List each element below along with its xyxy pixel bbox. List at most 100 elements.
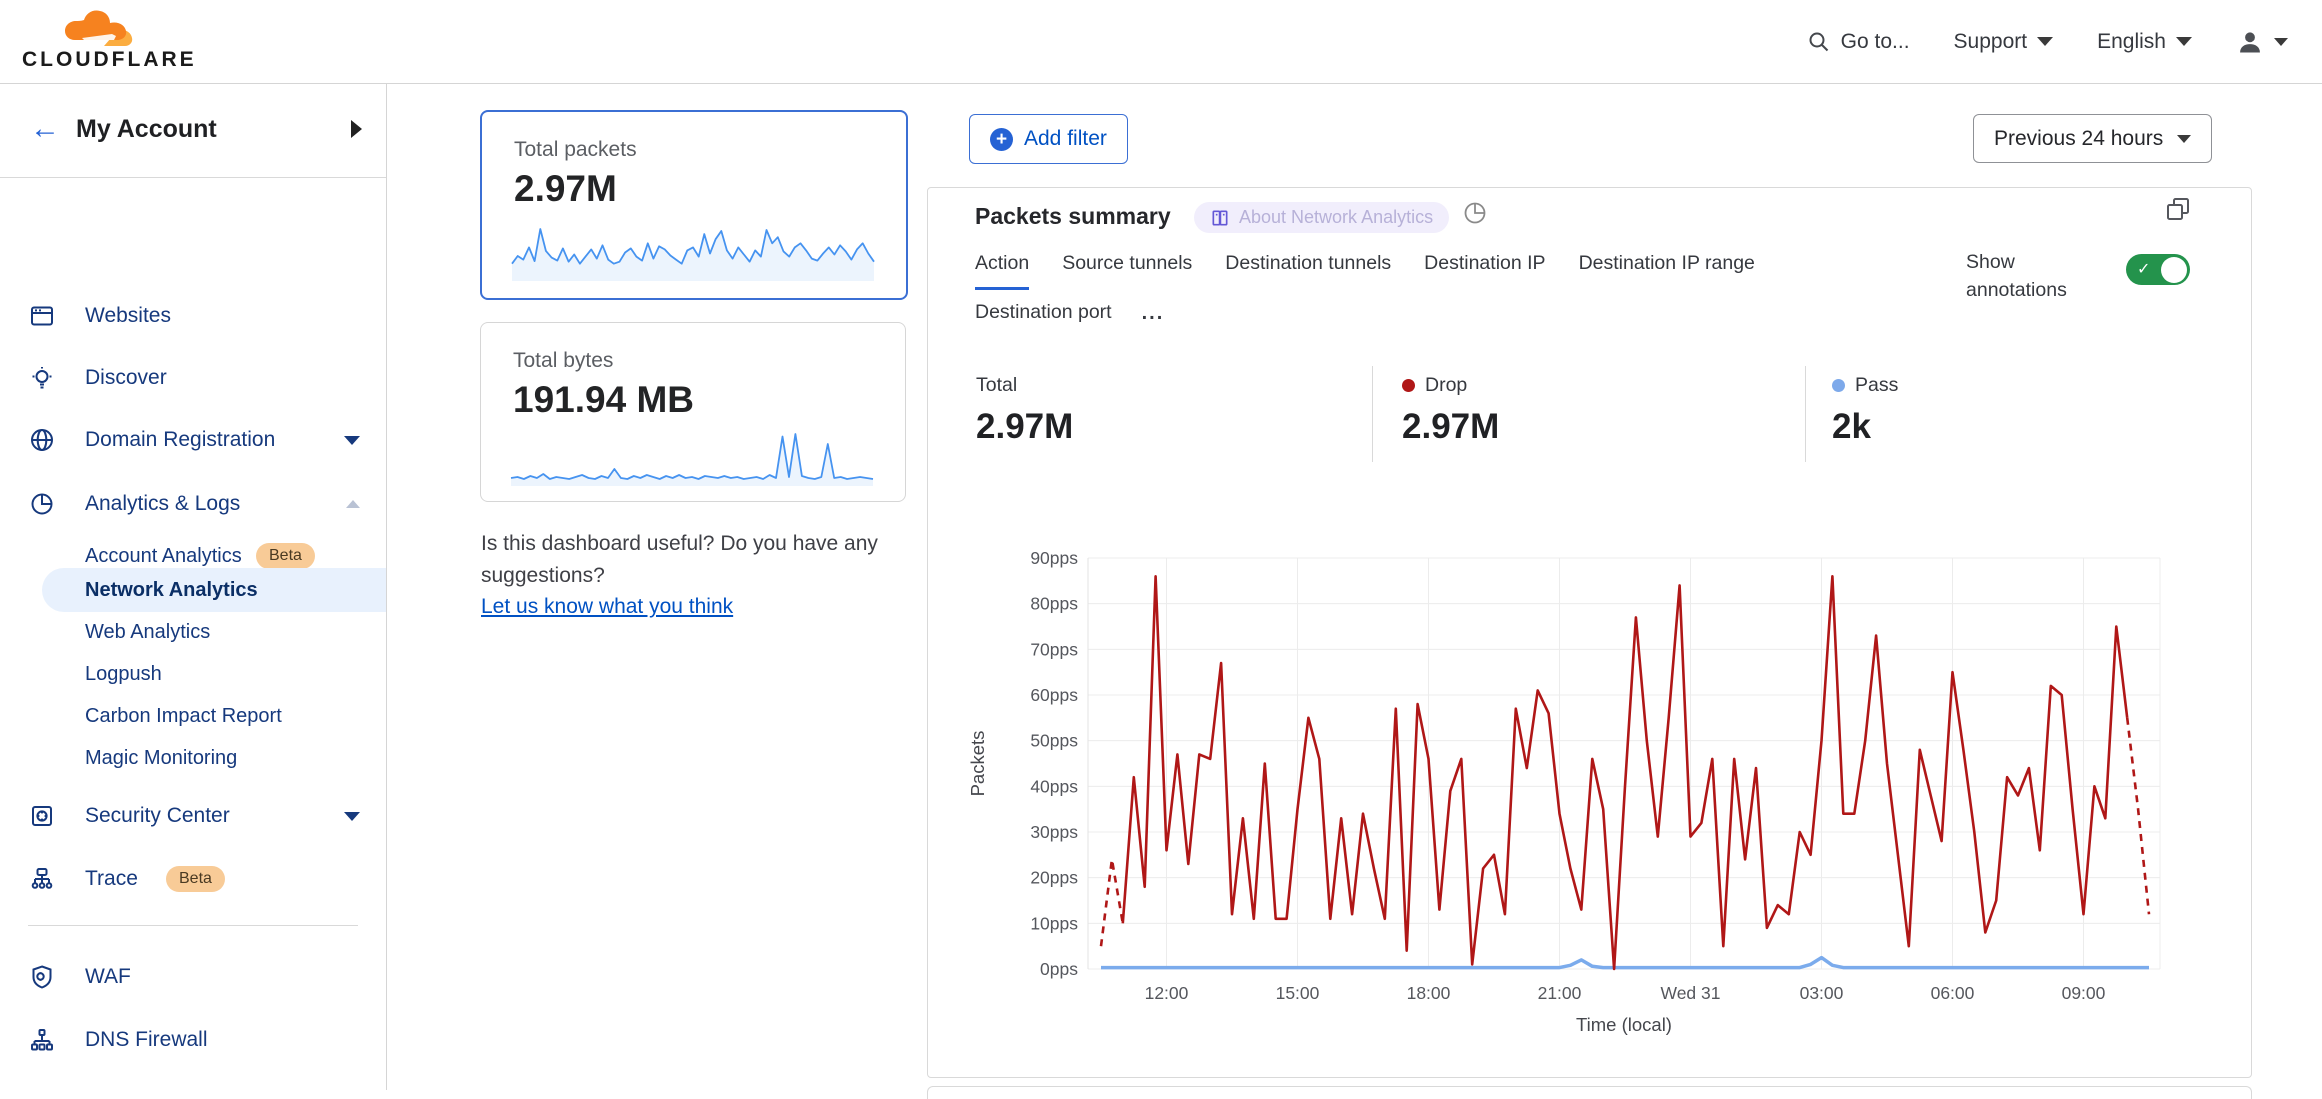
analytics-pie-icon[interactable] [1462, 200, 1488, 226]
beta-badge: Beta [166, 866, 225, 892]
total-packets-sparkline [511, 228, 875, 281]
svg-text:12:00: 12:00 [1145, 983, 1189, 1003]
expand-panel-icon[interactable] [2165, 196, 2191, 222]
sidebar-item-security-center[interactable]: Security Center [0, 793, 386, 839]
feedback-text: Is this dashboard useful? Do you have an… [481, 532, 878, 587]
svg-text:60pps: 60pps [1030, 685, 1078, 705]
goto-label: Go to... [1840, 29, 1910, 53]
about-network-analytics-pill[interactable]: About Network Analytics [1194, 202, 1450, 233]
tab-destination-ip-range[interactable]: Destination IP range [1578, 252, 1755, 274]
sidebar-item-carbon-impact-report[interactable]: Carbon Impact Report [85, 704, 282, 727]
svg-text:10pps: 10pps [1030, 913, 1078, 933]
svg-text:06:00: 06:00 [1931, 983, 1975, 1003]
security-center-icon [32, 806, 52, 826]
plus-icon: + [990, 127, 1013, 151]
book-icon [1212, 210, 1228, 225]
chevron-down-icon [2177, 134, 2192, 143]
sidebar-item-dns-firewall[interactable]: DNS Firewall [0, 1017, 386, 1063]
sidebar-item-domain-registration[interactable]: Domain Registration [0, 417, 386, 463]
tab-destination-tunnels[interactable]: Destination tunnels [1225, 252, 1392, 274]
sidebar-item-turnstile[interactable]: Turnstile [0, 1080, 386, 1090]
drop-legend-dot [1402, 379, 1415, 392]
panel-title: Packets summary [975, 203, 1171, 229]
chevron-down-icon [2274, 37, 2288, 46]
total-bytes-sparkline [510, 433, 874, 486]
more-tabs-button[interactable]: ... [1141, 302, 1165, 324]
sidebar-item-waf[interactable]: WAF [0, 954, 386, 1000]
total-bytes-title: Total bytes [513, 349, 614, 372]
chevron-down-icon [2176, 37, 2192, 46]
time-range-dropdown[interactable]: Previous 24 hours [1973, 114, 2213, 163]
svg-text:90pps: 90pps [1030, 548, 1078, 568]
svg-text:09:00: 09:00 [2062, 983, 2106, 1003]
sidebar-item-account-analytics[interactable]: Account Analytics Beta [0, 533, 386, 579]
feedback-link[interactable]: Let us know what you think [481, 595, 734, 618]
stats-divider [1372, 366, 1373, 462]
toggle-knob [2161, 256, 2187, 283]
show-annotations-toggle[interactable]: ✓ [2126, 254, 2190, 285]
support-menu[interactable]: Support [1954, 30, 2054, 54]
network-nodes-icon [31, 1029, 53, 1051]
check-icon: ✓ [2137, 261, 2151, 278]
browser-window-icon [31, 306, 53, 326]
pass-legend-dot [1832, 379, 1845, 392]
top-navigation-bar: CLOUDFLARE Go to... Support English [0, 0, 2322, 84]
user-avatar-icon [2240, 31, 2260, 52]
chevron-up-icon [346, 500, 360, 508]
packets-time-series-chart[interactable]: 0pps 10pps 20pps 30pps 40pps 50pps 60pps 70pps 8… [968, 533, 2208, 1043]
add-filter-button[interactable]: + Add filter [969, 114, 1128, 164]
stat-total: Total 2.97M [976, 374, 1074, 446]
tab-action[interactable]: Action [975, 252, 1030, 290]
sidebar-item-web-analytics[interactable]: Web Analytics [85, 620, 211, 643]
sidebar-divider [28, 925, 358, 926]
sidebar-item-trace[interactable]: Trace Beta [0, 856, 386, 902]
support-label: Support [1953, 29, 2028, 53]
cloudflare-cloud-icon [65, 10, 133, 46]
stat-drop[interactable]: Drop 2.97M [1402, 374, 1500, 446]
sidebar-item-logpush[interactable]: Logpush [85, 662, 162, 685]
sidebar: ← My Account Websites Discover Domain Re… [0, 84, 387, 1090]
next-panel-top-edge [927, 1086, 2252, 1099]
sidebar-item-discover[interactable]: Discover [0, 355, 386, 401]
stats-row: Total 2.97M Drop 2.97M Pass 2k [928, 366, 2251, 466]
language-label: English [2097, 29, 2166, 53]
cloudflare-logo[interactable]: CLOUDFLARE [22, 8, 194, 74]
total-bytes-card[interactable]: Total bytes 191.94 MB [480, 322, 906, 502]
packets-summary-panel: Packets summary About Network Analytics … [927, 187, 2252, 1078]
stats-divider [1805, 366, 1806, 462]
sidebar-item-websites[interactable]: Websites [0, 293, 386, 339]
total-bytes-value: 191.94 MB [513, 379, 694, 420]
sidebar-item-analytics-logs[interactable]: Analytics & Logs [0, 481, 386, 527]
total-packets-title: Total packets [514, 138, 637, 161]
goto-search[interactable]: Go to... [1807, 30, 1910, 54]
svg-text:30pps: 30pps [1030, 822, 1078, 842]
account-menu[interactable] [2236, 28, 2288, 56]
back-arrow-icon[interactable]: ← [30, 112, 60, 145]
sidebar-nav: Websites Discover Domain Registration An… [0, 177, 386, 1090]
stat-drop-value: 2.97M [1402, 407, 1500, 446]
tab-destination-port[interactable]: Destination port [975, 301, 1112, 323]
svg-text:15:00: 15:00 [1276, 983, 1320, 1003]
svg-text:Wed 31: Wed 31 [1661, 983, 1721, 1003]
svg-text:21:00: 21:00 [1538, 983, 1582, 1003]
svg-text:70pps: 70pps [1030, 639, 1078, 659]
beta-badge: Beta [256, 543, 315, 569]
sidebar-item-magic-monitoring[interactable]: Magic Monitoring [85, 746, 238, 769]
svg-text:40pps: 40pps [1030, 776, 1078, 796]
account-title: My Account [76, 115, 217, 143]
tab-source-tunnels[interactable]: Source tunnels [1062, 252, 1193, 274]
stat-total-value: 2.97M [976, 407, 1074, 446]
language-menu[interactable]: English [2097, 30, 2192, 54]
stat-pass[interactable]: Pass 2k [1832, 374, 1899, 446]
svg-text:03:00: 03:00 [1800, 983, 1844, 1003]
tab-destination-ip[interactable]: Destination IP [1424, 252, 1546, 274]
svg-text:50pps: 50pps [1030, 731, 1078, 751]
svg-text:Packets: Packets [968, 731, 988, 797]
total-packets-card[interactable]: Total packets 2.97M [480, 110, 908, 300]
show-annotations-label: Show annotations [1966, 251, 2067, 302]
chevron-right-icon[interactable] [351, 120, 362, 138]
sidebar-item-network-analytics[interactable]: Network Analytics [85, 578, 258, 601]
pie-chart-icon [31, 493, 53, 515]
chevron-down-icon [344, 811, 360, 821]
globe-icon [31, 429, 53, 451]
